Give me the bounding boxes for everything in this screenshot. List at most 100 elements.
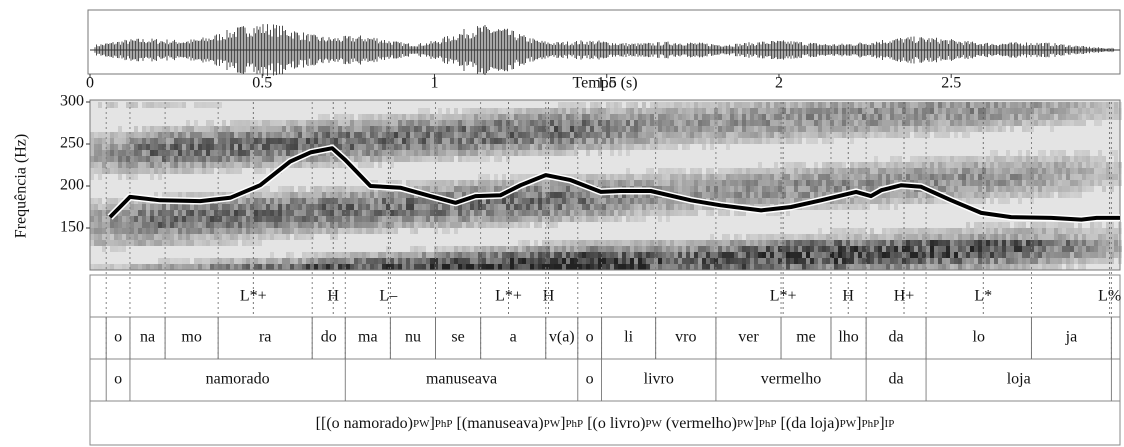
spectrogram-cell	[710, 102, 714, 108]
spectrogram-cell	[498, 114, 502, 120]
spectrogram-cell	[446, 132, 450, 138]
spectrogram-cell	[230, 264, 234, 270]
spectrogram-cell	[522, 204, 526, 210]
spectrogram-cell	[346, 126, 350, 132]
spectrogram-cell	[474, 144, 478, 150]
spectrogram-cell	[298, 210, 302, 216]
spectrogram-cell	[826, 102, 830, 108]
spectrogram-cell	[466, 210, 470, 216]
spectrogram-cell	[550, 258, 554, 264]
spectrogram-cell	[142, 162, 146, 168]
spectrogram-cell	[894, 126, 898, 132]
spectrogram-cell	[826, 234, 830, 240]
spectrogram-cell	[534, 246, 538, 252]
spectrogram-cell	[354, 126, 358, 132]
spectrogram-cell	[758, 126, 762, 132]
spectrogram-cell	[746, 102, 750, 108]
spectrogram-cell	[306, 126, 310, 132]
spectrogram-cell	[706, 108, 710, 114]
spectrogram-cell	[878, 204, 882, 210]
spectrogram-cell	[930, 120, 934, 126]
spectrogram-cell	[414, 156, 418, 162]
spectrogram-cell	[582, 246, 586, 252]
spectrogram-cell	[426, 204, 430, 210]
spectrogram-cell	[438, 252, 442, 258]
spectrogram-cell	[886, 174, 890, 180]
spectrogram-cell	[766, 174, 770, 180]
spectrogram-cell	[114, 144, 118, 150]
spectrogram-cell	[578, 192, 582, 198]
spectrogram-cell	[94, 204, 98, 210]
spectrogram-cell	[602, 120, 606, 126]
spectrogram-cell	[126, 168, 130, 174]
spectrogram-cell	[466, 120, 470, 126]
spectrogram-cell	[914, 108, 918, 114]
spectrogram-cell	[514, 138, 518, 144]
spectrogram-cell	[762, 138, 766, 144]
spectrogram-cell	[774, 114, 778, 120]
spectrogram-cell	[454, 216, 458, 222]
spectrogram-cell	[738, 264, 742, 270]
spectrogram-cell	[402, 138, 406, 144]
spectrogram-cell	[514, 144, 518, 150]
spectrogram-cell	[486, 222, 490, 228]
spectrogram-cell	[882, 168, 886, 174]
spectrogram-cell	[354, 216, 358, 222]
spectrogram-cell	[594, 210, 598, 216]
spectrogram-cell	[506, 144, 510, 150]
spectrogram-cell	[238, 126, 242, 132]
spectrogram-cell	[442, 252, 446, 258]
spectrogram-cell	[898, 132, 902, 138]
spectrogram-cell	[706, 252, 710, 258]
spectrogram-cell	[430, 216, 434, 222]
spectrogram-cell	[822, 234, 826, 240]
spectrogram-cell	[418, 108, 422, 114]
spectrogram-cell	[866, 240, 870, 246]
spectrogram-cell	[698, 246, 702, 252]
spectrogram-cell	[646, 168, 650, 174]
spectrogram-cell	[882, 234, 886, 240]
spectrogram-cell	[338, 114, 342, 120]
spectrogram-cell	[114, 240, 118, 246]
spectrogram-cell	[326, 252, 330, 258]
spectrogram-cell	[782, 198, 786, 204]
spectrogram-cell	[102, 138, 106, 144]
spectrogram-cell	[466, 108, 470, 114]
spectrogram-cell	[814, 246, 818, 252]
spectrogram-cell	[362, 192, 366, 198]
spectrogram-cell	[586, 210, 590, 216]
spectrogram-cell	[498, 126, 502, 132]
spectrogram-cell	[114, 246, 118, 252]
spectrogram-cell	[502, 132, 506, 138]
spectrogram-cell	[794, 114, 798, 120]
spectrogram-cell	[206, 216, 210, 222]
spectrogram-cell	[658, 216, 662, 222]
spectrogram-cell	[306, 132, 310, 138]
spectrogram-cell	[326, 228, 330, 234]
spectrogram-cell	[674, 132, 678, 138]
spectrogram-cell	[742, 246, 746, 252]
spectrogram-cell	[602, 138, 606, 144]
spectrogram-cell	[614, 240, 618, 246]
spectrogram-cell	[186, 126, 190, 132]
spectrogram-cell	[874, 198, 878, 204]
spectrogram-cell	[866, 126, 870, 132]
spectrogram-cell	[438, 132, 442, 138]
spectrogram-cell	[290, 216, 294, 222]
spectrogram-cell	[238, 258, 242, 264]
spectrogram-cell	[210, 234, 214, 240]
spectrogram-cell	[842, 102, 846, 108]
spectrogram-cell	[750, 198, 754, 204]
spectrogram-cell	[518, 126, 522, 132]
spectrogram-cell	[762, 168, 766, 174]
spectrogram-cell	[358, 138, 362, 144]
spectrogram-cell	[486, 144, 490, 150]
spectrogram-cell	[806, 126, 810, 132]
spectrogram-cell	[470, 216, 474, 222]
spectrogram-cell	[758, 258, 762, 264]
spectrogram-cell	[710, 132, 714, 138]
spectrogram-cell	[186, 192, 190, 198]
spectrogram-cell	[814, 126, 818, 132]
spectrogram-cell	[622, 174, 626, 180]
spectrogram-cell	[742, 240, 746, 246]
